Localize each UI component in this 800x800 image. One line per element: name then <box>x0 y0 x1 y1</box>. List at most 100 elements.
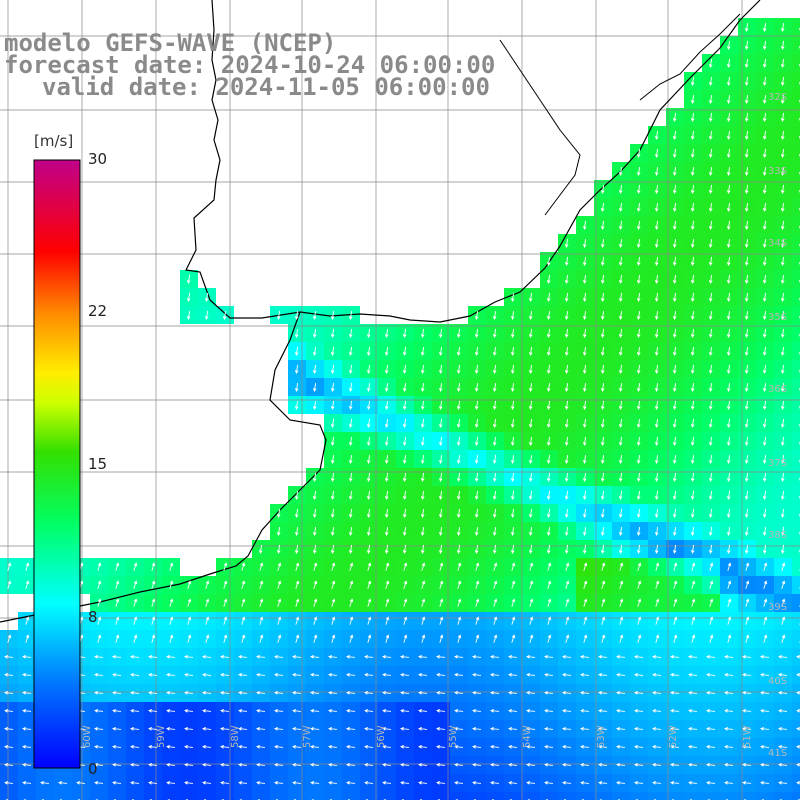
lat-label: 39S <box>768 602 788 613</box>
wind-cell <box>792 648 800 666</box>
wind-arrow <box>133 634 138 643</box>
wind-arrow <box>348 436 353 446</box>
wind-arrow <box>760 744 770 749</box>
wind-arrow <box>294 544 299 554</box>
wind-arrow <box>724 744 734 749</box>
wind-arrow <box>312 310 317 320</box>
wind-cell <box>792 180 800 198</box>
wind-arrow <box>724 708 734 713</box>
wind-cell <box>36 792 54 800</box>
wind-cell <box>792 558 800 576</box>
wind-arrow <box>546 418 551 428</box>
wind-arrow <box>205 580 210 589</box>
wind-cell <box>792 612 800 630</box>
wind-arrow <box>564 526 569 536</box>
wind-arrow <box>366 364 371 374</box>
wind-arrow <box>654 220 659 230</box>
wind-cell <box>450 792 468 800</box>
wind-arrow <box>726 112 731 122</box>
wind-arrow <box>420 382 425 392</box>
wind-arrow <box>636 436 641 446</box>
wind-arrow <box>600 256 605 266</box>
wind-arrow <box>382 672 392 677</box>
wind-arrow <box>348 310 353 320</box>
wind-arrow <box>744 112 749 122</box>
wind-arrow <box>780 292 785 302</box>
wind-cell <box>666 792 684 800</box>
wind-arrow <box>636 400 641 410</box>
wind-arrow <box>166 690 176 695</box>
wind-cell <box>792 126 800 144</box>
wind-arrow <box>115 616 120 625</box>
wind-arrow <box>294 328 299 338</box>
wind-arrow <box>708 76 713 86</box>
wind-arrow <box>618 418 623 428</box>
wind-arrow <box>148 654 158 659</box>
wind-arrow <box>526 690 536 695</box>
wind-arrow <box>510 400 515 410</box>
wind-arrow <box>438 436 443 446</box>
wind-arrow <box>421 562 426 571</box>
wind-arrow <box>762 310 767 320</box>
coastline-upper-lagoon <box>499 39 581 216</box>
wind-arrow <box>690 490 695 500</box>
wind-arrow <box>420 508 425 518</box>
wind-arrow <box>418 708 428 713</box>
wind-arrow <box>672 112 677 122</box>
wind-arrow <box>472 780 482 785</box>
lon-label: 53W <box>596 725 607 748</box>
wind-arrow <box>654 364 659 374</box>
wind-arrow <box>348 508 353 518</box>
wind-arrow <box>400 726 410 731</box>
wind-arrow <box>490 708 500 713</box>
wind-cell <box>576 792 594 800</box>
wind-arrow <box>564 364 569 374</box>
wind-arrow <box>706 762 716 767</box>
wind-arrow <box>691 634 696 643</box>
wind-arrow <box>778 762 788 767</box>
wind-arrow <box>564 382 569 392</box>
wind-arrow <box>526 744 536 749</box>
wind-arrow <box>654 256 659 266</box>
wind-arrow <box>400 780 410 785</box>
wind-cell <box>792 378 800 396</box>
wind-arrow <box>762 202 767 212</box>
wind-arrow <box>492 490 497 500</box>
wind-arrow <box>310 690 320 695</box>
wind-arrow <box>600 418 605 428</box>
wind-arrow <box>763 634 768 643</box>
wind-arrow <box>580 762 590 767</box>
wind-arrow <box>708 94 713 104</box>
wind-arrow <box>400 762 410 767</box>
wind-arrow <box>438 454 443 464</box>
wind-arrow <box>744 130 749 140</box>
wind-arrow <box>277 598 282 607</box>
wind-arrow <box>583 634 588 643</box>
wind-arrow <box>598 726 608 731</box>
wind-arrow <box>202 726 212 731</box>
wind-arrow <box>762 490 767 500</box>
wind-arrow <box>420 436 425 446</box>
wind-arrow <box>652 690 662 695</box>
wind-arrow <box>364 672 374 677</box>
wind-arrow <box>580 690 590 695</box>
wind-cell <box>792 90 800 108</box>
wind-arrow <box>762 418 767 428</box>
wind-arrow <box>619 634 624 643</box>
wind-arrow <box>726 418 731 428</box>
lat-label: 33S <box>768 166 788 177</box>
wind-arrow <box>780 40 785 50</box>
wind-arrow <box>492 526 497 536</box>
wind-cell <box>792 432 800 450</box>
wind-cell <box>792 576 800 594</box>
wind-arrow <box>546 454 551 464</box>
wind-arrow <box>510 544 515 554</box>
wind-arrow <box>780 400 785 410</box>
wind-arrow <box>637 616 642 625</box>
wind-arrow <box>780 76 785 86</box>
wind-arrow <box>706 744 716 749</box>
wind-arrow <box>292 744 302 749</box>
wind-arrow <box>616 762 626 767</box>
wind-arrow <box>708 112 713 122</box>
wind-arrow <box>601 580 606 589</box>
